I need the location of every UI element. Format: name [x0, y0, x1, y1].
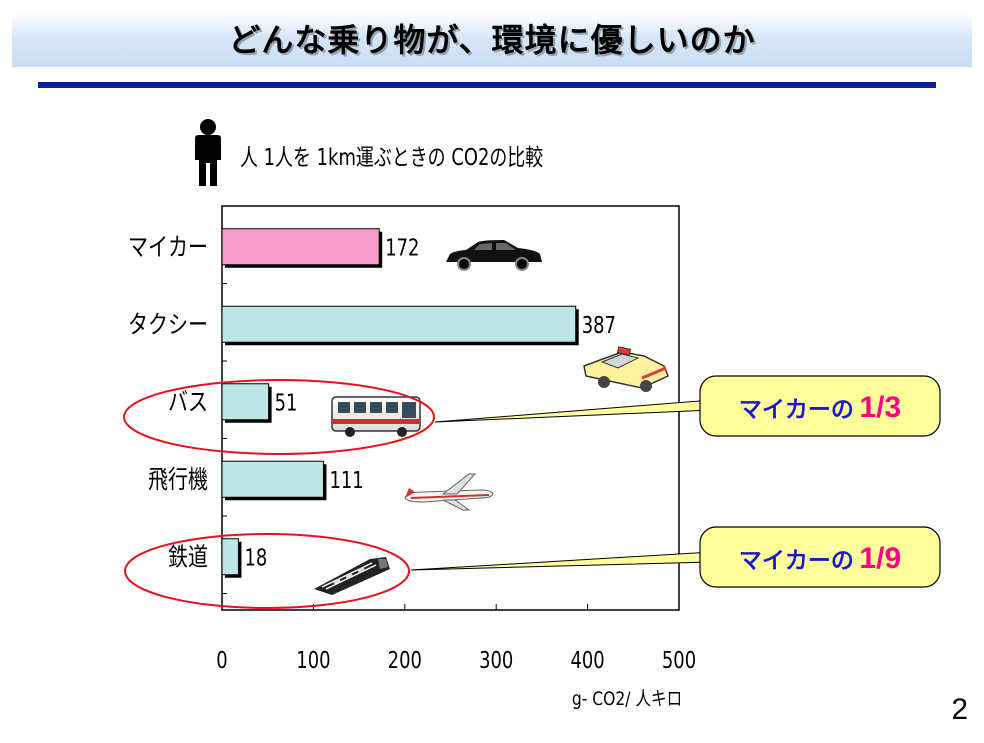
category-label: 鉄道 — [168, 544, 208, 573]
x-tick-labels: 0 100 200 300 400 500 — [216, 647, 696, 674]
person-icon — [195, 119, 221, 186]
title-banner: どんな乗り物が、環境に優しいのか — [12, 13, 972, 67]
bar — [221, 305, 577, 343]
category-label: バス — [168, 389, 208, 418]
train-icon — [314, 557, 390, 595]
bar-value-label: 387 — [582, 312, 616, 339]
taxi-icon — [583, 346, 669, 392]
y-axis-ticks — [222, 283, 227, 594]
bar — [221, 228, 380, 266]
car-icon — [446, 240, 542, 271]
chart-subtitle: 人 1人を 1km運ぶときの CO2の比較 — [240, 145, 544, 171]
bus-icon — [331, 396, 421, 437]
svg-text:マイカーの 1/9: マイカーの 1/9 — [739, 542, 901, 575]
bar-value-label: 51 — [275, 390, 298, 417]
category-label: 飛行機 — [148, 466, 208, 495]
page-title: どんな乗り物が、環境に優しいのか — [228, 21, 756, 59]
callout-bus: マイカーの 1/3 — [434, 375, 941, 437]
x-tick-label: 200 — [388, 647, 422, 674]
callout-train: マイカーの 1/9 — [410, 526, 941, 588]
page-number: 2 — [951, 693, 968, 726]
svg-text:マイカーの 1/3: マイカーの 1/3 — [739, 391, 901, 424]
x-axis-title: g- CO2/ 人キロ — [572, 689, 682, 711]
bar — [221, 538, 239, 576]
bar-value-label: 172 — [385, 235, 419, 262]
bar-value-label: 111 — [329, 467, 363, 494]
bar — [221, 460, 324, 498]
category-label: タクシー — [128, 311, 208, 340]
x-tick-label: 100 — [296, 647, 330, 674]
callout-prefix: マイカーの — [739, 397, 854, 423]
highlight-ellipse-train — [124, 533, 410, 609]
x-tick-label: 0 — [216, 647, 227, 674]
highlight-ellipse-bus — [123, 379, 435, 455]
callout-ratio: 1/3 — [859, 391, 901, 424]
bars — [221, 228, 579, 578]
plot-area — [221, 205, 680, 611]
bar — [221, 383, 270, 421]
airplane-icon — [404, 473, 494, 511]
bar-value-label: 18 — [244, 545, 267, 572]
x-tick-label: 300 — [479, 647, 513, 674]
x-tick-label: 500 — [662, 647, 696, 674]
callout-ratio: 1/9 — [859, 542, 901, 575]
category-label: マイカー — [128, 234, 208, 263]
bar-value-labels: 172 387 51 111 18 — [244, 235, 615, 572]
x-tick-label: 400 — [570, 647, 604, 674]
title-underline — [38, 82, 936, 88]
callout-prefix: マイカーの — [739, 548, 854, 574]
